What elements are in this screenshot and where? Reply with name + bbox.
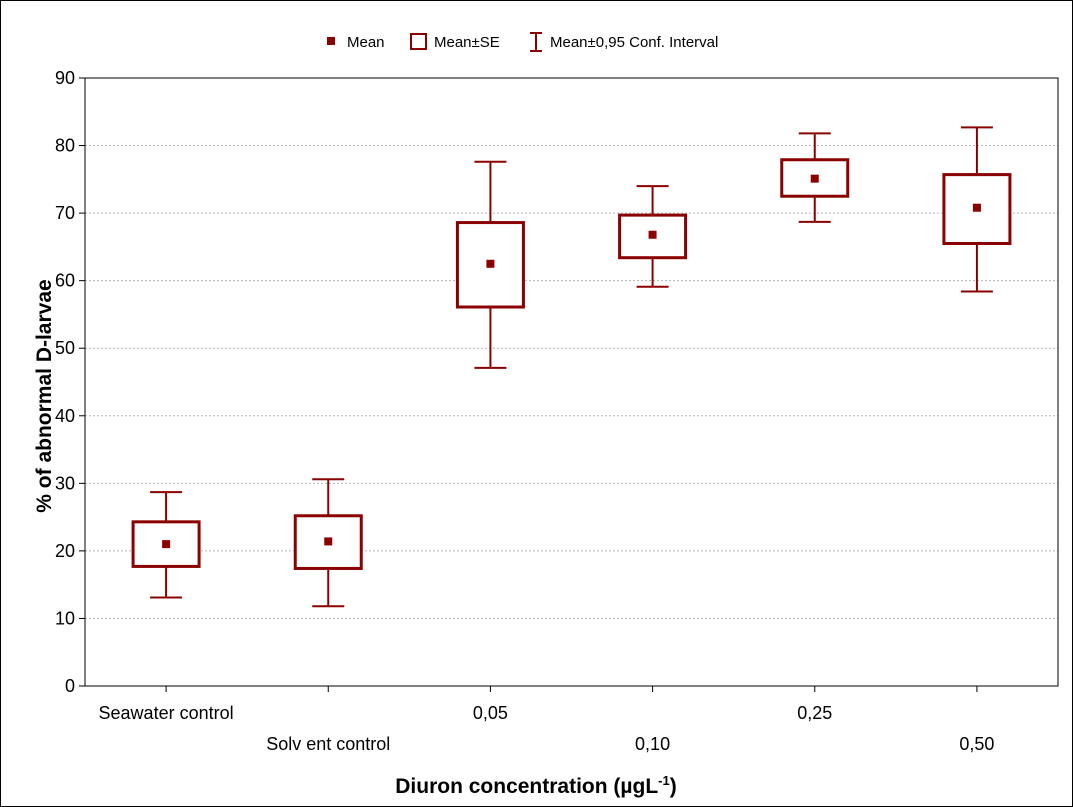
y-tick-label: 80 [55, 136, 75, 156]
box-group [455, 160, 525, 369]
x-tick-label: 0,05 [473, 703, 508, 723]
x-axis-title: Diuron concentration (µgL-1) [395, 773, 676, 798]
mean-marker [972, 203, 981, 212]
y-tick-label: 30 [55, 473, 75, 493]
x-axis: Seawater control Solv ent control 0,05 0,10… [99, 686, 994, 754]
y-axis-title: % of abnormal D-larvae [33, 279, 56, 512]
box-group [131, 491, 201, 599]
mean-marker [810, 174, 819, 183]
box-group [618, 185, 688, 288]
legend-se-label: Mean±SE [434, 34, 500, 51]
x-axis-title-suffix: ) [670, 775, 677, 798]
x-tick-label: 0,25 [797, 703, 832, 723]
box-group [942, 126, 1012, 293]
y-tick-label: 0 [65, 676, 75, 696]
y-tick-label: 90 [55, 68, 75, 88]
y-tick-label: 20 [55, 541, 75, 561]
gridlines [85, 145, 1058, 619]
y-tick-label: 70 [55, 203, 75, 223]
se-box [780, 158, 850, 198]
x-tick-label: Solv ent control [266, 734, 390, 754]
y-tick-label: 60 [55, 271, 75, 291]
legend-se-marker [410, 33, 427, 50]
mean-marker [648, 230, 657, 239]
y-tick-label: 50 [55, 338, 75, 358]
mean-marker [486, 259, 495, 268]
x-tick-label: Seawater control [99, 703, 234, 723]
mean-marker [324, 537, 333, 546]
y-tick-label: 10 [55, 608, 75, 628]
x-tick-label: 0,50 [959, 734, 994, 754]
box-group [780, 132, 850, 223]
y-tick-label: 40 [55, 406, 75, 426]
legend: Mean Mean±SE Mean±0,95 Conf. Interval [327, 32, 718, 52]
mean-marker [162, 540, 171, 549]
box-group [293, 478, 363, 608]
legend-mean-marker [327, 37, 335, 45]
x-tick-label: 0,10 [635, 734, 670, 754]
legend-ci-marker [530, 32, 542, 52]
y-axis: 0 10 20 30 40 50 60 70 80 90 [55, 68, 85, 696]
plot-area [84, 77, 1059, 687]
legend-mean-label: Mean [347, 34, 385, 51]
x-axis-title-main: Diuron concentration (µgL [395, 775, 658, 798]
legend-ci-label: Mean±0,95 Conf. Interval [550, 34, 718, 51]
x-axis-title-superscript: -1 [658, 773, 670, 788]
data-series [131, 126, 1012, 608]
